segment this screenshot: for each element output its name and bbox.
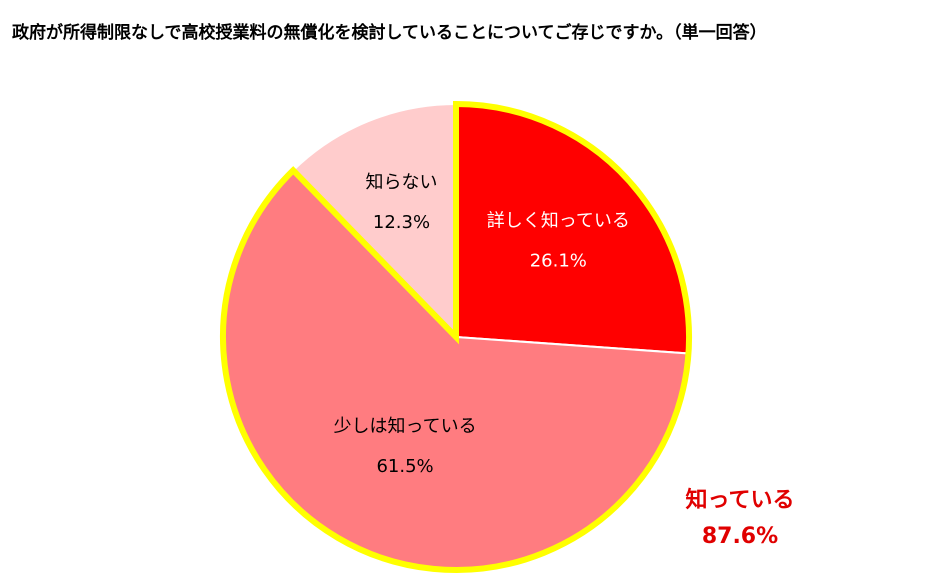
slice-label: 知らない — [366, 172, 438, 193]
annotation-label: 知っている — [686, 487, 795, 513]
slice-value-label: 61.5% — [376, 456, 433, 477]
slice-label: 詳しく知っている — [487, 211, 630, 232]
slice-label: 少しは知っている — [334, 416, 477, 437]
slice-value-label: 26.1% — [530, 251, 587, 272]
chart-title: 政府が所得制限なしで高校授業料の無償化を検討していることについてご存じですか。（… — [12, 22, 767, 43]
group-outline — [220, 100, 692, 573]
pie-slice — [291, 102, 457, 340]
slice-value-label: 12.3% — [373, 212, 430, 233]
annotation-value: 87.6% — [702, 524, 778, 549]
